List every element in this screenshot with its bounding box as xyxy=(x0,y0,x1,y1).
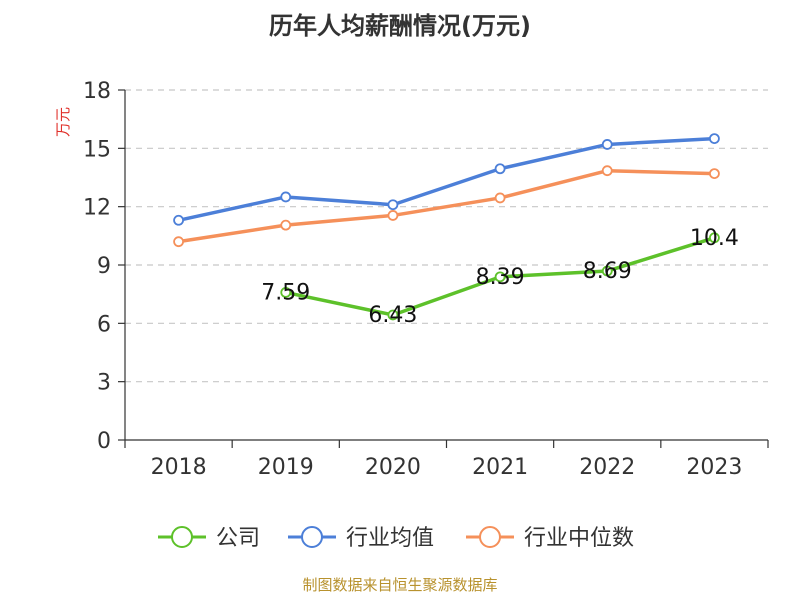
data-label: 6.43 xyxy=(368,303,417,328)
data-point xyxy=(280,219,292,231)
legend-marker xyxy=(479,526,501,548)
x-tick-label: 2019 xyxy=(258,455,314,480)
data-point xyxy=(387,199,399,211)
legend-marker xyxy=(171,526,193,548)
data-point xyxy=(601,139,613,150)
data-point xyxy=(280,287,292,298)
series-layer xyxy=(173,133,720,321)
data-point xyxy=(709,168,720,180)
data-point xyxy=(494,192,506,204)
y-axis-label: 万元 xyxy=(54,107,72,137)
data-label-layer: 7.59 6.43 8.39 8.69 10.4 xyxy=(261,226,739,328)
legend-label: 公司 xyxy=(216,526,260,551)
data-point xyxy=(387,309,399,321)
y-tick-label: 3 xyxy=(97,371,111,396)
data-point xyxy=(709,133,720,145)
data-label: 7.59 xyxy=(261,280,310,305)
x-tick-label: 2020 xyxy=(365,455,421,480)
y-tick-label: 6 xyxy=(97,312,111,337)
legend-item-0[interactable]: 公司 xyxy=(158,526,260,551)
y-tick-label: 12 xyxy=(83,196,111,221)
data-label: 8.39 xyxy=(476,265,525,290)
y-tick-label: 18 xyxy=(83,79,111,104)
data-point xyxy=(709,232,720,244)
data-point xyxy=(494,163,506,175)
y-tick-label: 9 xyxy=(97,254,111,279)
series-line-1 xyxy=(178,136,715,222)
y-tick-label: 0 xyxy=(97,429,111,454)
legend-marker xyxy=(301,526,323,548)
legend: 公司 行业均值 行业中位数 xyxy=(158,526,634,551)
data-point xyxy=(173,236,184,248)
legend-item-1[interactable]: 行业均值 xyxy=(288,526,434,551)
data-point xyxy=(280,191,292,203)
data-label: 8.69 xyxy=(583,259,632,284)
series-line-2 xyxy=(178,168,715,244)
data-point xyxy=(387,210,399,221)
axis-layer: 0 3 6 9 12 15 18 2018 2019 2020 2021 2022 2023 xyxy=(83,79,769,480)
data-point xyxy=(494,271,506,283)
y-tick-label: 15 xyxy=(83,137,111,162)
data-label: 10.4 xyxy=(690,226,739,251)
chart-title: 历年人均薪酬情况(万元) xyxy=(269,12,531,40)
x-tick-label: 2021 xyxy=(472,455,528,480)
x-tick-label: 2022 xyxy=(579,455,635,480)
legend-label: 行业中位数 xyxy=(524,526,634,551)
data-point xyxy=(601,265,613,277)
data-point xyxy=(601,165,613,177)
legend-item-2[interactable]: 行业中位数 xyxy=(466,526,634,551)
legend-label: 行业均值 xyxy=(346,526,434,551)
data-point xyxy=(173,214,184,226)
x-tick-label: 2023 xyxy=(686,455,742,480)
source-note: 制图数据来自恒生聚源数据库 xyxy=(302,576,497,594)
x-tick-label: 2018 xyxy=(151,455,207,480)
